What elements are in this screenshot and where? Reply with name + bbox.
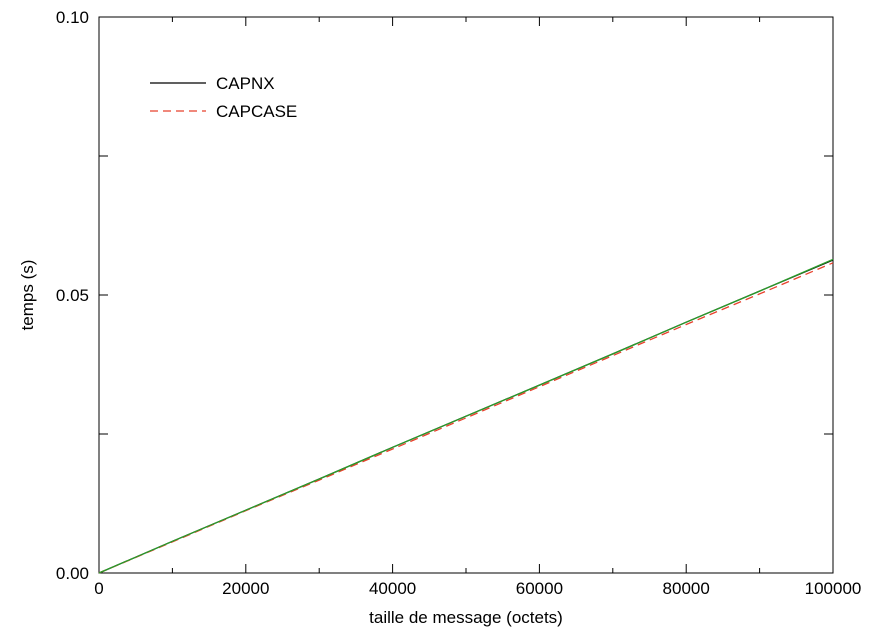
- x-axis-title: taille de message (octets): [369, 608, 563, 627]
- y-tick-label: 0.10: [56, 8, 89, 27]
- x-tick-label: 40000: [369, 579, 416, 598]
- legend-label-capnx: CAPNX: [216, 74, 275, 93]
- x-tick-label: 80000: [663, 579, 710, 598]
- axis-ticks: [98, 16, 834, 574]
- x-tick-label: 100000: [805, 579, 862, 598]
- y-tick-label: 0.00: [56, 564, 89, 583]
- series-line-unlabeled: [98, 258, 834, 574]
- plot-frame: [98, 16, 834, 574]
- legend: CAPNX CAPCASE: [150, 74, 297, 121]
- series-layer: [98, 258, 834, 574]
- x-tick-label: 60000: [516, 579, 563, 598]
- y-axis-title: temps (s): [18, 260, 37, 331]
- x-tick-label: 20000: [222, 579, 269, 598]
- series-line-capcase: [98, 262, 834, 574]
- y-tick-label: 0.05: [56, 286, 89, 305]
- x-tick-label: 0: [94, 579, 103, 598]
- axis-tick-labels: 0 20000 40000 60000 80000 100000 0.00 0.05 0.10: [56, 8, 861, 598]
- legend-label-capcase: CAPCASE: [216, 102, 297, 121]
